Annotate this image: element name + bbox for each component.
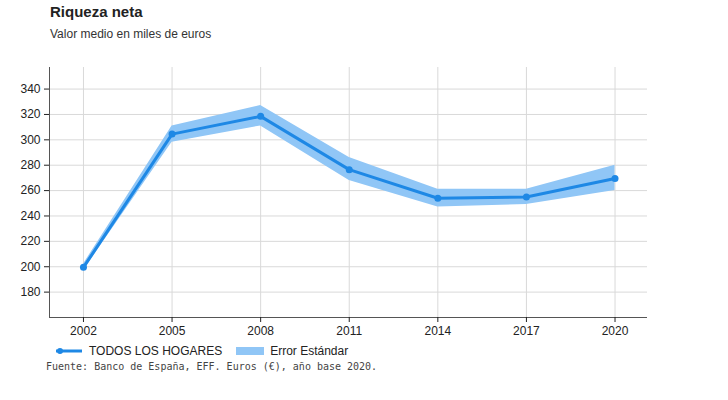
svg-text:280: 280: [20, 158, 40, 172]
html-text:Fuente: Banco de España, EFF.: Fuente: Banco de España, EFF. Euros (€),…: [46, 361, 378, 372]
svg-text:2020: 2020: [602, 324, 629, 337]
svg-text:240: 240: [20, 209, 40, 223]
svg-text:2002: 2002: [70, 324, 97, 337]
svg-text:320: 320: [20, 107, 40, 121]
svg-text:200: 200: [20, 260, 40, 274]
svg-text:340: 340: [20, 82, 40, 96]
svg-text:180: 180: [20, 285, 40, 299]
html-text:Riqueza neta: Riqueza neta: [50, 3, 143, 20]
html-text:TODOS LOS HOGARES: TODOS LOS HOGARES: [89, 344, 223, 358]
svg-text:2005: 2005: [159, 324, 186, 337]
svg-text:2014: 2014: [424, 324, 451, 337]
svg-text:2017: 2017: [513, 324, 540, 337]
svg-text:220: 220: [20, 234, 40, 248]
html-text:Valor medio en miles de euros: Valor medio en miles de euros: [50, 27, 212, 41]
html-text:Error Estándar: Error Estándar: [270, 344, 349, 358]
svg-text:2011: 2011: [336, 324, 362, 337]
svg-text:300: 300: [20, 133, 40, 147]
svg-text:2008: 2008: [247, 324, 274, 337]
svg-text:260: 260: [20, 183, 40, 197]
